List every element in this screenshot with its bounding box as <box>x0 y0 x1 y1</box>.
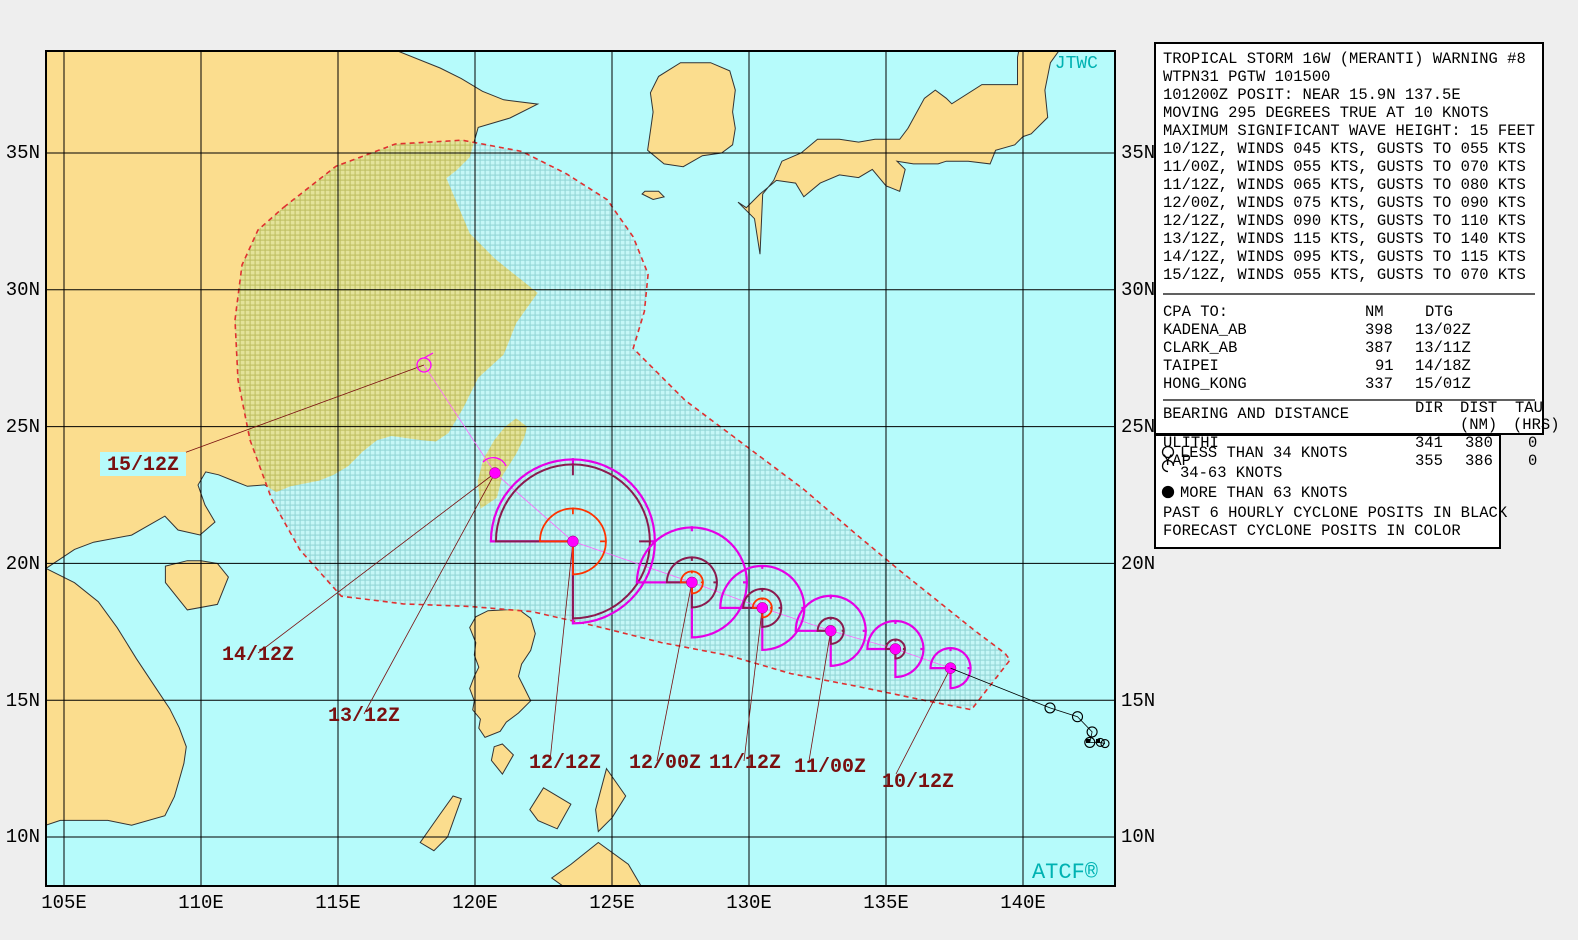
svg-text:TROPICAL STORM 16W (MERANTI) W: TROPICAL STORM 16W (MERANTI) WARNING #8 <box>1163 50 1526 68</box>
svg-text:35N: 35N <box>6 142 40 164</box>
svg-text:MORE THAN 63 KNOTS: MORE THAN 63 KNOTS <box>1180 484 1347 502</box>
svg-text:341: 341 <box>1415 434 1443 452</box>
svg-text:PAST 6 HOURLY CYCLONE POSITS I: PAST 6 HOURLY CYCLONE POSITS IN BLACK <box>1163 504 1508 522</box>
svg-text:NM: NM <box>1365 303 1384 321</box>
svg-text:135E: 135E <box>863 892 909 914</box>
svg-text:91: 91 <box>1375 357 1394 375</box>
svg-text:11/12Z, WINDS 065 KTS, GUSTS T: 11/12Z, WINDS 065 KTS, GUSTS TO 080 KTS <box>1163 176 1526 194</box>
svg-text:387: 387 <box>1365 339 1393 357</box>
svg-text:380: 380 <box>1465 434 1493 452</box>
svg-text:398: 398 <box>1365 321 1393 339</box>
svg-text:14/18Z: 14/18Z <box>1415 357 1471 375</box>
svg-text:101200Z POSIT: NEAR 15.9N 137.: 101200Z POSIT: NEAR 15.9N 137.5E <box>1163 86 1461 104</box>
svg-text:10N: 10N <box>6 826 40 848</box>
svg-text:BEARING AND DISTANCE: BEARING AND DISTANCE <box>1163 405 1349 423</box>
svg-text:355: 355 <box>1415 452 1443 470</box>
svg-text:JTWC: JTWC <box>1055 54 1098 74</box>
svg-text:15/01Z: 15/01Z <box>1415 375 1471 393</box>
svg-text:KADENA_AB: KADENA_AB <box>1163 321 1247 339</box>
svg-text:DIST: DIST <box>1460 399 1497 417</box>
svg-text:13/02Z: 13/02Z <box>1415 321 1471 339</box>
svg-text:12/12Z, WINDS 090 KTS, GUSTS T: 12/12Z, WINDS 090 KTS, GUSTS TO 110 KTS <box>1163 212 1526 230</box>
svg-text:11/00Z: 11/00Z <box>794 756 866 779</box>
svg-text:125E: 125E <box>589 892 635 914</box>
svg-text:15N: 15N <box>1121 690 1155 712</box>
svg-text:12/12Z: 12/12Z <box>529 752 601 775</box>
svg-text:20N: 20N <box>6 553 40 575</box>
svg-text:0: 0 <box>1528 452 1537 470</box>
svg-text:11/12Z: 11/12Z <box>709 752 781 775</box>
svg-text:140E: 140E <box>1000 892 1046 914</box>
svg-text:30N: 30N <box>6 279 40 301</box>
svg-text:20N: 20N <box>1121 553 1155 575</box>
svg-text:120E: 120E <box>452 892 498 914</box>
svg-text:10N: 10N <box>1121 826 1155 848</box>
svg-text:12/00Z: 12/00Z <box>629 752 701 775</box>
svg-text:115E: 115E <box>315 892 361 914</box>
svg-text:10/12Z, WINDS 045 KTS, GUSTS T: 10/12Z, WINDS 045 KTS, GUSTS TO 055 KTS <box>1163 140 1526 158</box>
svg-text:34-63 KNOTS: 34-63 KNOTS <box>1180 464 1282 482</box>
svg-text:MAXIMUM SIGNIFICANT WAVE HEIGH: MAXIMUM SIGNIFICANT WAVE HEIGHT: 15 FEET <box>1163 122 1535 140</box>
svg-text:12/00Z, WINDS 075 KTS, GUSTS T: 12/00Z, WINDS 075 KTS, GUSTS TO 090 KTS <box>1163 194 1526 212</box>
svg-text:CLARK_AB: CLARK_AB <box>1163 339 1237 357</box>
svg-text:105E: 105E <box>41 892 87 914</box>
svg-text:10/12Z: 10/12Z <box>882 771 954 794</box>
svg-text:35N: 35N <box>1121 142 1155 164</box>
svg-text:FORECAST CYCLONE POSITS IN COL: FORECAST CYCLONE POSITS IN COLOR <box>1163 522 1461 540</box>
svg-text:130E: 130E <box>726 892 772 914</box>
svg-text:15N: 15N <box>6 690 40 712</box>
svg-text:15/12Z, WINDS 055 KTS, GUSTS T: 15/12Z, WINDS 055 KTS, GUSTS TO 070 KTS <box>1163 266 1526 284</box>
svg-text:13/12Z, WINDS 115 KTS, GUSTS T: 13/12Z, WINDS 115 KTS, GUSTS TO 140 KTS <box>1163 230 1526 248</box>
svg-text:0: 0 <box>1528 434 1537 452</box>
svg-text:14/12Z: 14/12Z <box>222 644 294 667</box>
svg-text:MOVING 295 DEGREES TRUE AT 10: MOVING 295 DEGREES TRUE AT 10 KNOTS <box>1163 104 1489 122</box>
svg-text:DTG: DTG <box>1425 303 1453 321</box>
svg-text:25N: 25N <box>1121 416 1155 438</box>
svg-text:(HRS): (HRS) <box>1513 416 1560 434</box>
svg-text:TAU: TAU <box>1515 399 1543 417</box>
svg-text:30N: 30N <box>1121 279 1155 301</box>
svg-text:WTPN31 PGTW 101500: WTPN31 PGTW 101500 <box>1163 68 1330 86</box>
svg-text:ATCF®: ATCF® <box>1032 860 1098 885</box>
svg-text:15/12Z: 15/12Z <box>107 454 179 477</box>
svg-text:13/11Z: 13/11Z <box>1415 339 1471 357</box>
svg-text:DIR: DIR <box>1415 399 1443 417</box>
svg-text:TAIPEI: TAIPEI <box>1163 357 1219 375</box>
svg-text:HONG_KONG: HONG_KONG <box>1163 375 1247 393</box>
svg-text:25N: 25N <box>6 416 40 438</box>
svg-text:110E: 110E <box>178 892 224 914</box>
svg-text:11/00Z, WINDS 055 KTS, GUSTS T: 11/00Z, WINDS 055 KTS, GUSTS TO 070 KTS <box>1163 158 1526 176</box>
svg-text:CPA TO:: CPA TO: <box>1163 303 1228 321</box>
svg-text:(NM): (NM) <box>1460 416 1497 434</box>
svg-text:337: 337 <box>1365 375 1393 393</box>
svg-text:LESS THAN 34 KNOTS: LESS THAN 34 KNOTS <box>1180 444 1347 462</box>
svg-text:14/12Z, WINDS 095 KTS, GUSTS T: 14/12Z, WINDS 095 KTS, GUSTS TO 115 KTS <box>1163 248 1526 266</box>
svg-text:386: 386 <box>1465 452 1493 470</box>
svg-text:13/12Z: 13/12Z <box>328 705 400 728</box>
